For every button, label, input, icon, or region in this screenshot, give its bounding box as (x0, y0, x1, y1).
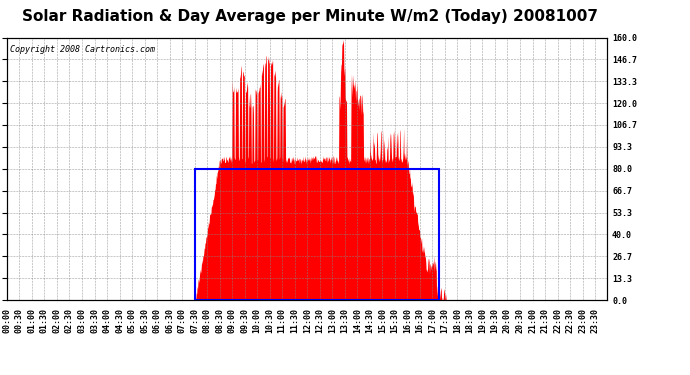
Text: Solar Radiation & Day Average per Minute W/m2 (Today) 20081007: Solar Radiation & Day Average per Minute… (23, 9, 598, 24)
Bar (195, 169, 439, 300)
Text: Copyright 2008 Cartronics.com: Copyright 2008 Cartronics.com (10, 45, 155, 54)
